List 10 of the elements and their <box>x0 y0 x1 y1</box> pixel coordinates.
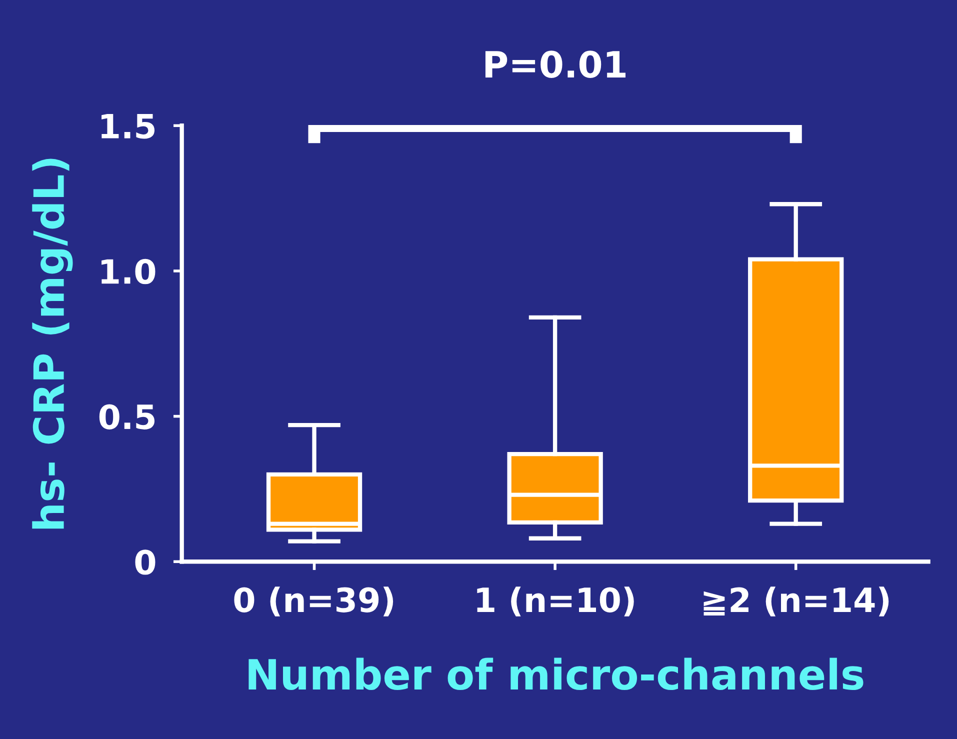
y-axis-title: hs- CRP (mg/dL) <box>32 158 73 529</box>
y-tick-label: 0.5 <box>99 404 155 430</box>
text: P=0.01 <box>485 50 626 78</box>
y-tick-label: 1.5 <box>102 114 155 139</box>
x-tick-label: 0 (n=39) <box>234 586 394 616</box>
y-tick-label: 1.0 <box>102 258 156 284</box>
x-tick-label: 1 (n=10) <box>477 586 634 616</box>
y-tick-label: 0 <box>135 550 156 575</box>
x-tick-label: ≧2 (n=14) <box>704 586 889 616</box>
x-axis-title: Number of micro-channels <box>248 658 864 690</box>
